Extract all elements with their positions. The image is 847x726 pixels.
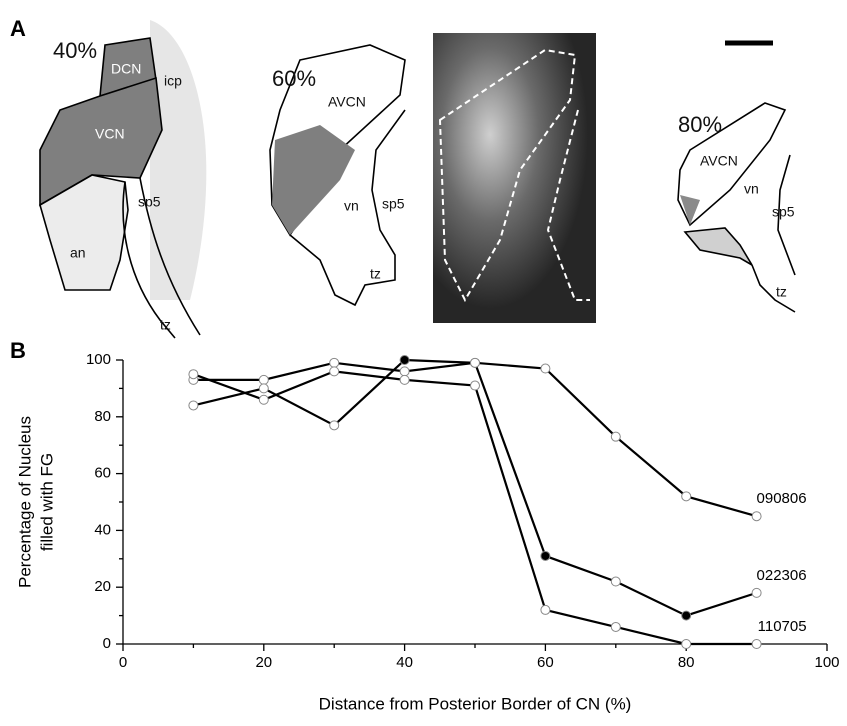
data-point [681, 610, 692, 621]
y-tick-label: 0 [103, 635, 111, 652]
y-axis-label: Percentage of Nucleus [15, 416, 34, 588]
data-point [681, 639, 692, 649]
data-point [329, 366, 340, 377]
region-label: sp5 [382, 196, 405, 212]
section-label: 60% [272, 66, 316, 91]
section-60 [269, 44, 406, 307]
y-tick-label: 40 [94, 521, 111, 538]
region-label: icp [164, 73, 182, 89]
region-label: AVCN [328, 94, 366, 110]
region-label: an [70, 245, 86, 261]
y-tick-label: 60 [94, 465, 111, 482]
data-point [540, 363, 551, 374]
data-point [751, 511, 762, 522]
x-axis-label: Distance from Posterior Border of CN (%) [319, 694, 632, 713]
data-point [188, 400, 199, 411]
micrograph [433, 33, 596, 323]
region-label: DCN [111, 61, 141, 77]
y-tick-label: 80 [94, 408, 111, 425]
panel-a-labels: A B 40% DCN icp VCN an sp5 tz 60% AVCN v… [10, 16, 795, 363]
x-tick-label: 0 [119, 654, 127, 671]
data-point [329, 357, 340, 368]
series-line [193, 358, 757, 617]
x-tick-label: 100 [814, 654, 839, 671]
series-label: 022306 [757, 567, 807, 584]
data-point [399, 366, 410, 377]
panel-label: B [10, 338, 26, 363]
region-label: sp5 [772, 204, 795, 220]
data-point [540, 550, 551, 561]
region-label: VCN [95, 126, 125, 142]
data-point [610, 621, 621, 632]
section-label: 80% [678, 112, 722, 137]
data-point [681, 491, 692, 502]
y-axis-label: filled with FG [37, 453, 56, 551]
data-point [399, 355, 410, 365]
section-40 [39, 20, 207, 339]
data-point [751, 587, 762, 598]
section-label: 40% [53, 38, 97, 63]
y-tick-label: 100 [86, 351, 111, 368]
region-label: AVCN [700, 153, 738, 169]
data-point [470, 380, 480, 391]
series-line [193, 370, 757, 646]
data-point [610, 576, 621, 587]
series-label: 110705 [758, 618, 807, 635]
x-tick-label: 40 [396, 654, 413, 671]
region-label: sp5 [138, 194, 161, 210]
data-point [329, 420, 340, 431]
data-point [258, 383, 269, 394]
data-point [610, 431, 621, 442]
y-tick-label: 20 [94, 578, 111, 595]
data-point [258, 374, 269, 385]
data-point [258, 394, 269, 405]
region-label: tz [160, 317, 171, 333]
region-label: vn [344, 198, 359, 214]
data-point [751, 639, 762, 649]
data-point [188, 369, 199, 380]
x-tick-label: 20 [255, 654, 272, 671]
x-tick-label: 60 [537, 654, 554, 671]
data-point [399, 374, 410, 385]
region-label: tz [776, 284, 787, 300]
panel-label: A [10, 16, 26, 41]
x-tick-label: 80 [678, 654, 695, 671]
data-point [470, 357, 480, 368]
region-label: tz [370, 266, 381, 282]
section-80 [677, 102, 796, 313]
data-point [540, 604, 551, 615]
series-label: 090806 [757, 490, 807, 507]
region-label: vn [744, 181, 759, 197]
